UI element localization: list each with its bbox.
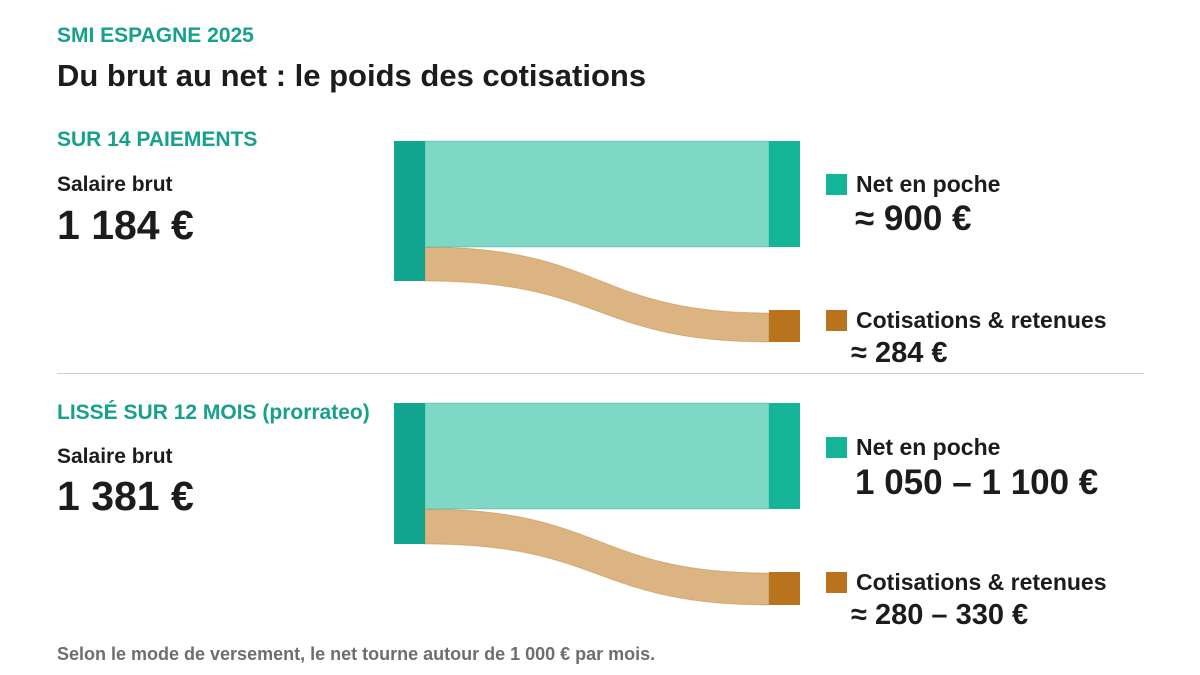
- net-swatch-icon: [826, 174, 847, 195]
- section-1-net-label: Net en poche: [856, 171, 1001, 197]
- deduction-swatch-icon: [826, 572, 847, 593]
- section-2-deduction-node: [769, 572, 800, 605]
- section-2-deduction-flow: [424, 508, 770, 606]
- section-1-net-value: ≈ 900 €: [855, 199, 972, 238]
- section-1-deduction-value: ≈ 284 €: [851, 337, 948, 369]
- section-2-net-label: Net en poche: [856, 434, 1001, 460]
- section-2-net-node: [769, 403, 800, 509]
- section-2-net-legend: Net en poche: [826, 434, 1000, 461]
- section-2-gross-value: 1 381 €: [57, 473, 194, 519]
- section-2-gross-node: [394, 403, 425, 544]
- section-1-gross-label: Salaire brut: [57, 173, 173, 196]
- section-2-net-flow: [424, 402, 770, 510]
- page-title: Du brut au net : le poids des cotisation…: [57, 58, 647, 93]
- section-1-deduction-flow: [424, 246, 770, 343]
- section-1-net-node: [769, 141, 800, 247]
- section-1-deduction-label: Cotisations & retenues: [856, 307, 1107, 333]
- section-1-net-legend: Net en poche: [826, 171, 1000, 198]
- section-2-deduction-value: ≈ 280 – 330 €: [851, 599, 1029, 631]
- section-2-net-value: 1 050 – 1 100 €: [855, 463, 1099, 502]
- section-1-net-flow: [424, 140, 770, 248]
- deduction-swatch-icon: [826, 310, 847, 331]
- section-2-label: LISSÉ SUR 12 MOIS (prorrateo): [57, 401, 370, 424]
- section-1-gross-value: 1 184 €: [57, 202, 194, 248]
- page-kicker: SMI ESPAGNE 2025: [57, 24, 254, 47]
- section-1-sankey: [394, 140, 800, 343]
- section-1-gross-node: [394, 141, 425, 281]
- section-2-deduction-label: Cotisations & retenues: [856, 569, 1107, 595]
- section-divider: [57, 373, 1144, 374]
- section-2-sankey: [394, 402, 800, 606]
- section-2-deduction-legend: Cotisations & retenues: [826, 569, 1107, 596]
- section-1-deduction-node: [769, 310, 800, 342]
- section-1-label: SUR 14 PAIEMENTS: [57, 128, 258, 151]
- net-swatch-icon: [826, 437, 847, 458]
- section-1-deduction-legend: Cotisations & retenues: [826, 307, 1107, 334]
- footnote: Selon le mode de versement, le net tourn…: [57, 644, 656, 664]
- section-2-gross-label: Salaire brut: [57, 445, 173, 468]
